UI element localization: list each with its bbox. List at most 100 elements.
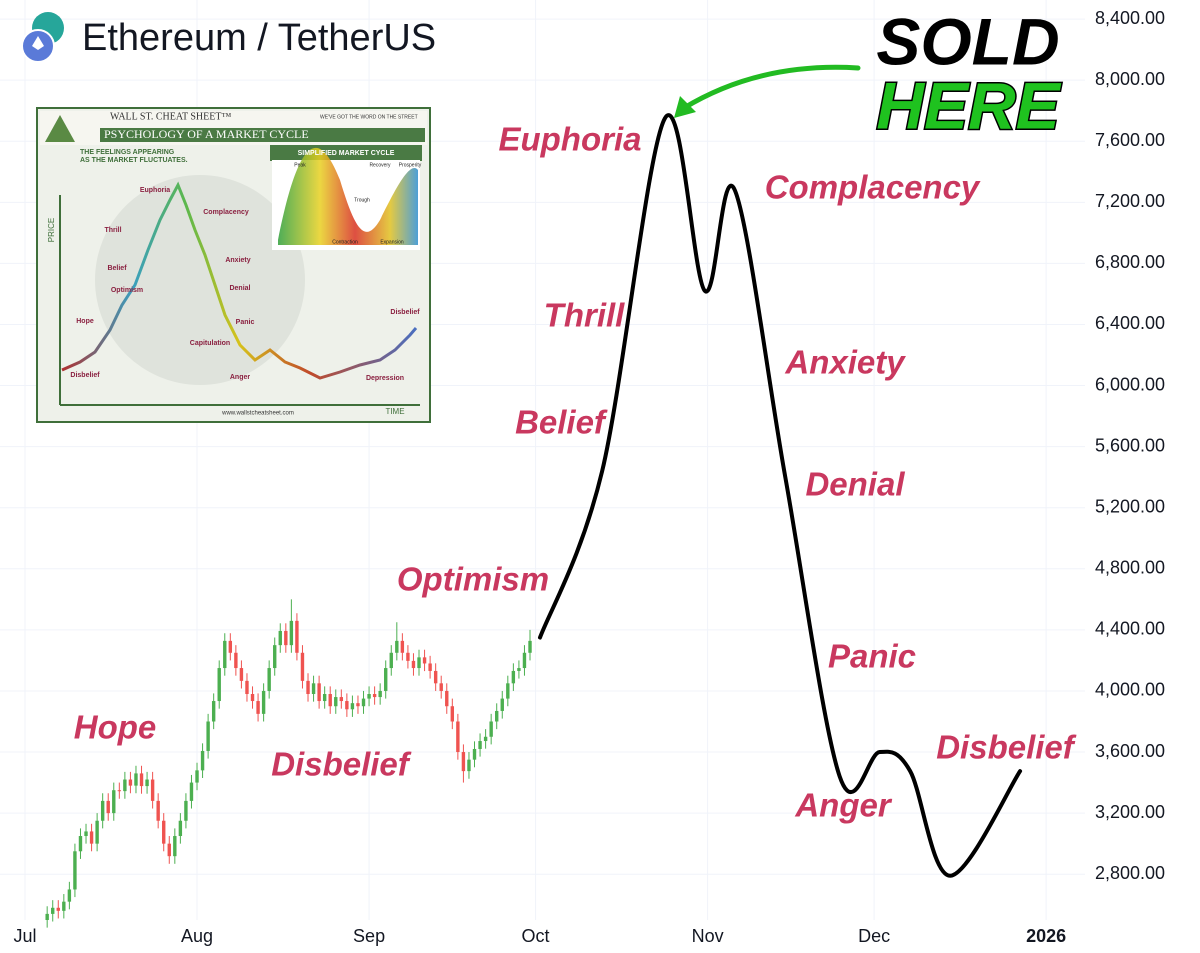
candle-body <box>162 820 166 844</box>
inset-text: Prosperity <box>399 162 422 168</box>
candle-body <box>328 694 332 707</box>
y-tick-label: 5,200.00 <box>1095 496 1165 516</box>
inset-text: SIMPLIFIED MARKET CYCLE <box>298 150 395 157</box>
y-tick-label: 7,200.00 <box>1095 191 1165 211</box>
candle-body <box>234 652 238 669</box>
inset-text: Panic <box>236 319 255 326</box>
inset-text: Peak <box>294 162 306 168</box>
candle-body <box>334 697 338 707</box>
candle-body <box>223 640 227 669</box>
candle-body <box>422 657 427 664</box>
x-tick-label: Sep <box>353 926 385 946</box>
inset-text: Depression <box>366 375 404 382</box>
candle-body <box>239 668 244 681</box>
x-tick-label: Oct <box>522 926 550 946</box>
marks <box>45 113 1023 928</box>
annotation: Panic <box>828 638 916 675</box>
y-tick-label: 3,600.00 <box>1095 741 1165 761</box>
candle-body <box>289 620 294 646</box>
candle-body <box>489 721 493 737</box>
annotation: Euphoria <box>498 121 641 158</box>
candle-body <box>450 706 455 722</box>
candle-body <box>295 620 299 653</box>
candle-body <box>372 694 377 698</box>
annotation: Anger <box>794 787 893 824</box>
candle-body <box>517 668 521 671</box>
annotation: Thrill <box>544 297 625 334</box>
y-tick-label: 4,800.00 <box>1095 558 1165 578</box>
inset-text: Expansion <box>380 239 404 245</box>
y-tick-label: 3,200.00 <box>1095 802 1165 822</box>
candle-body <box>106 800 110 814</box>
candle-body <box>284 630 288 646</box>
inset-text: Optimism <box>111 287 143 294</box>
candle-body <box>456 721 460 753</box>
symbol-icon <box>21 12 64 63</box>
candle-body <box>89 831 94 844</box>
inset-text: TIME <box>385 407 404 416</box>
candle-body <box>45 913 49 920</box>
inset-text: WE'VE GOT THE WORD ON THE STREET <box>320 114 418 120</box>
candle-body <box>311 683 316 695</box>
inset-infographic: WALL ST. CHEAT SHEET™ WE'VE GOT THE WORD … <box>36 107 431 423</box>
annotation: Anxiety <box>784 344 906 381</box>
candle-body <box>483 736 488 742</box>
inset-text: Anxiety <box>225 257 250 264</box>
candle-body <box>495 710 499 722</box>
candle-body <box>445 690 449 707</box>
annotation: Disbelief <box>936 729 1077 766</box>
candle-body <box>317 683 321 702</box>
candle-body <box>367 694 371 699</box>
inset-text: Disbelief <box>390 309 420 316</box>
candle-body <box>406 652 410 661</box>
candle-body <box>356 703 360 707</box>
inset-text: PRICE <box>47 218 56 242</box>
y-tick-label: 7,600.00 <box>1095 130 1165 150</box>
inset-text: THE FEELINGS APPEARING <box>80 149 175 156</box>
candle-body <box>134 773 138 786</box>
inset-text: WALL ST. CHEAT SHEET™ <box>110 111 231 122</box>
y-tick-label: 2,800.00 <box>1095 863 1165 883</box>
candle-body <box>211 701 216 722</box>
candle-body <box>95 820 99 844</box>
candle-body <box>273 645 277 669</box>
callout-arrow <box>674 64 861 118</box>
y-tick-label: 8,400.00 <box>1095 8 1165 28</box>
candle-body <box>189 782 194 801</box>
candle-body <box>250 694 255 702</box>
candle-body <box>150 779 155 801</box>
candle-body <box>51 907 55 914</box>
candle-body <box>117 790 122 792</box>
candle-body <box>245 680 249 695</box>
candle-body <box>433 670 438 684</box>
inset-text: Hope <box>76 318 94 325</box>
annotation: Disbelief <box>271 746 412 783</box>
inset-text: PSYCHOLOGY OF A MARKET CYCLE <box>104 127 309 141</box>
y-tick-label: 6,800.00 <box>1095 252 1165 272</box>
candle-body <box>228 640 233 653</box>
candle-body <box>500 698 504 711</box>
candle-body <box>100 800 105 821</box>
callout-text: HERE <box>876 68 1061 142</box>
inset-text: Disbelief <box>70 372 100 379</box>
candle-body <box>378 690 382 698</box>
x-tick-label: Nov <box>692 926 724 946</box>
y-tick-label: 4,000.00 <box>1095 680 1165 700</box>
candle-body <box>112 790 116 814</box>
candle-body <box>522 652 527 669</box>
candle-body <box>261 690 266 714</box>
candle-body <box>278 630 282 646</box>
candle-body <box>145 779 149 787</box>
candle-body <box>56 907 60 911</box>
candle-body <box>167 843 171 857</box>
candle-body <box>306 680 310 695</box>
inset-text: www.wallstcheatsheet.com <box>221 411 294 417</box>
annotation: Hope <box>74 709 157 746</box>
chart-title: Ethereum / TetherUS <box>82 17 436 59</box>
x-tick-label: Aug <box>181 926 213 946</box>
inset-text: Recovery <box>369 162 391 168</box>
candle-body <box>178 820 183 837</box>
inset-text: Contraction <box>332 239 358 245</box>
inset-text: Complacency <box>203 209 249 216</box>
